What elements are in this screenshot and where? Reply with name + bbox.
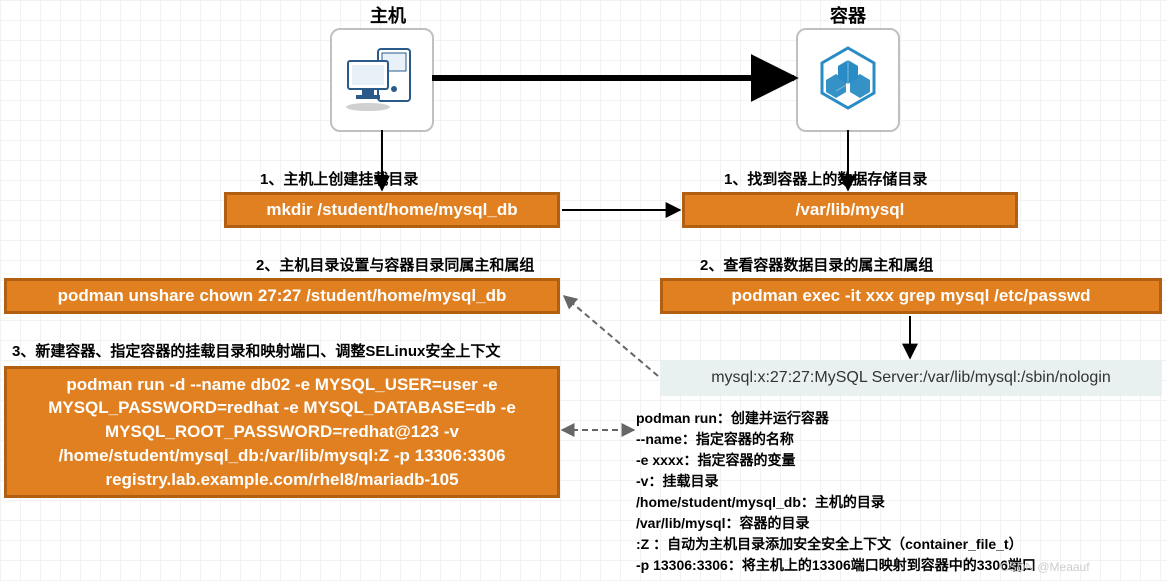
container-step2-label: 2、查看容器数据目录的属主和属组: [700, 254, 933, 275]
watermark: CSDN @Meaauf: [1000, 560, 1090, 574]
container-icon: [808, 40, 888, 120]
container-path1-box: /var/lib/mysql: [682, 192, 1018, 228]
container-step1-label: 1、找到容器上的数据存储目录: [724, 168, 927, 189]
container-output-box: mysql:x:27:27:MySQL Server:/var/lib/mysq…: [660, 360, 1162, 396]
host-step1-label: 1、主机上创建挂载目录: [260, 168, 418, 189]
note-line: -e xxxx：指定容器的变量: [636, 450, 1036, 471]
note-line: --name：指定容器的名称: [636, 429, 1036, 450]
note-line: -p 13306:3306：将主机上的13306端口映射到容器中的3306端口: [636, 555, 1036, 576]
container-icon-box: [796, 28, 900, 132]
host-step2-label: 2、主机目录设置与容器目录同属主和属组: [256, 254, 534, 275]
note-line: /var/lib/mysql：容器的目录: [636, 513, 1036, 534]
note-line: podman run：创建并运行容器: [636, 408, 1036, 429]
computer-icon: [342, 45, 422, 115]
note-line: -v：挂载目录: [636, 471, 1036, 492]
note-line: :Z ：自动为主机目录添加安全安全上下文（container_file_t）: [636, 534, 1036, 555]
host-step3-label: 3、新建容器、指定容器的挂载目录和映射端口、调整SELinux安全上下文: [12, 340, 500, 361]
container-title: 容器: [830, 2, 866, 28]
notes-block: podman run：创建并运行容器 --name：指定容器的名称 -e xxx…: [636, 408, 1036, 576]
host-title: 主机: [370, 2, 406, 28]
container-cmd2-box: podman exec -it xxx grep mysql /etc/pass…: [660, 278, 1162, 314]
host-cmd2-box: podman unshare chown 27:27 /student/home…: [4, 278, 560, 314]
host-cmd3-box: podman run -d --name db02 -e MYSQL_USER=…: [4, 366, 560, 498]
host-cmd1-box: mkdir /student/home/mysql_db: [224, 192, 560, 228]
host-icon-box: [330, 28, 434, 132]
note-line: /home/student/mysql_db：主机的目录: [636, 492, 1036, 513]
